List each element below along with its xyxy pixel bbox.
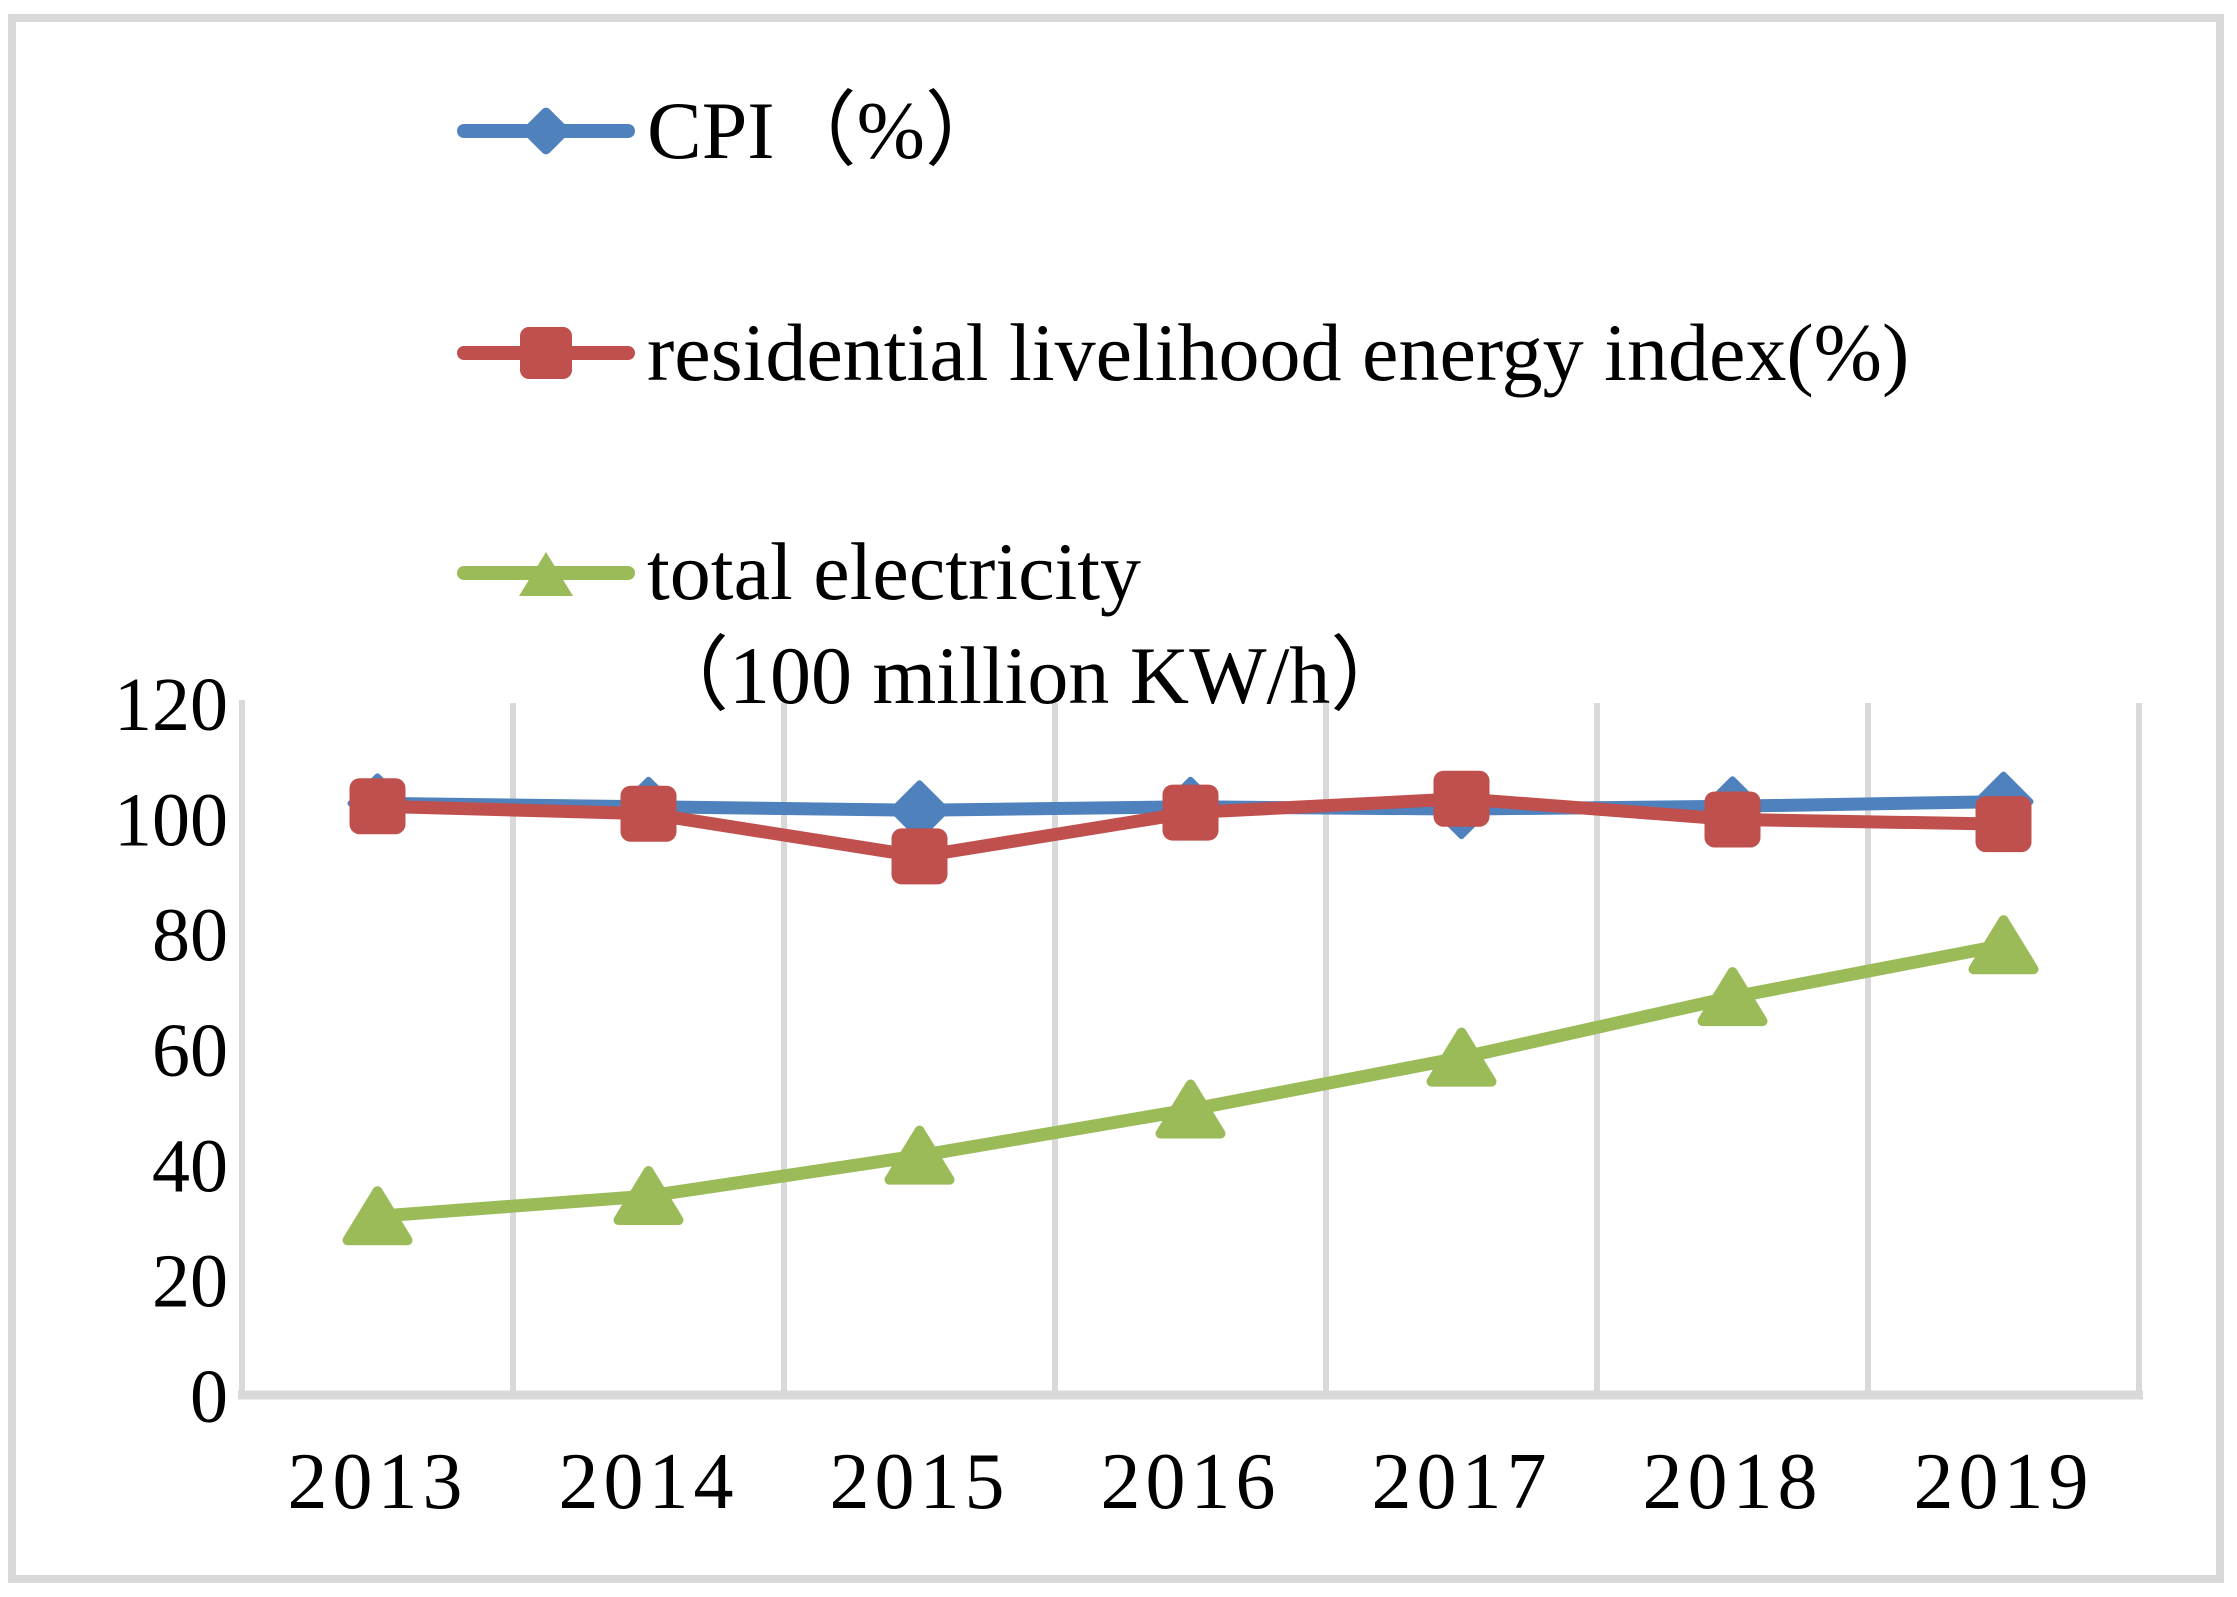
legend-item-energy-index: residential livelihood energy index(%) [457,300,1909,406]
triangle-data-marker [342,1186,413,1246]
square-data-marker [620,785,677,842]
y-axis-tick-label: 0 [190,1355,228,1439]
square-marker-icon [520,327,572,379]
triangle-data-marker [613,1166,684,1226]
legend-label-line1: total electricity [647,526,1142,617]
square-data-marker [1162,784,1219,841]
triangle-data-marker [1155,1079,1226,1139]
x-axis-tick-label: 2018 [1643,1438,1823,1526]
x-axis-tick-label: 2015 [830,1438,1010,1526]
legend-item-total-electricity: total electricity （100 million KW/h） [457,520,1412,728]
legend-label-energy-index: residential livelihood energy index(%) [647,307,1910,398]
square-data-marker [1975,796,2032,853]
square-data-marker [1704,791,1761,848]
y-axis-tick-label: 40 [152,1124,228,1208]
square-data-marker [891,828,948,885]
triangle-data-marker [1697,967,1768,1027]
x-axis-tick-label: 2017 [1372,1438,1552,1526]
legend-item-cpi: CPI（%） [457,78,1007,184]
legend-label-cpi: CPI（%） [647,85,1007,176]
y-axis-tick-label: 100 [114,778,228,862]
y-axis-tick-label: 60 [152,1009,228,1093]
triangle-marker-icon [519,552,573,596]
square-data-marker [1433,770,1490,827]
x-axis-tick-label: 2013 [288,1438,468,1526]
legend-label-line2: （100 million KW/h） [647,630,1413,721]
y-axis-tick-label: 20 [152,1240,228,1324]
y-axis-tick-label: 120 [114,663,228,747]
x-axis-tick-label: 2016 [1101,1438,1281,1526]
triangle-data-marker [1426,1027,1497,1087]
total-electricity-legend-marker-icon [457,520,635,626]
cpi-legend-marker-icon [457,78,635,184]
x-axis-tick-label: 2019 [1914,1438,2094,1526]
triangle-data-marker [1968,915,2039,975]
triangle-data-marker [884,1125,955,1185]
energy-index-legend-marker-icon [457,300,635,406]
x-axis-tick-label: 2014 [559,1438,739,1526]
diamond-marker-icon [520,105,572,157]
y-axis-tick-label: 80 [152,894,228,978]
square-data-marker [349,778,406,835]
legend-label-total-electricity: total electricity （100 million KW/h） [647,520,1412,728]
